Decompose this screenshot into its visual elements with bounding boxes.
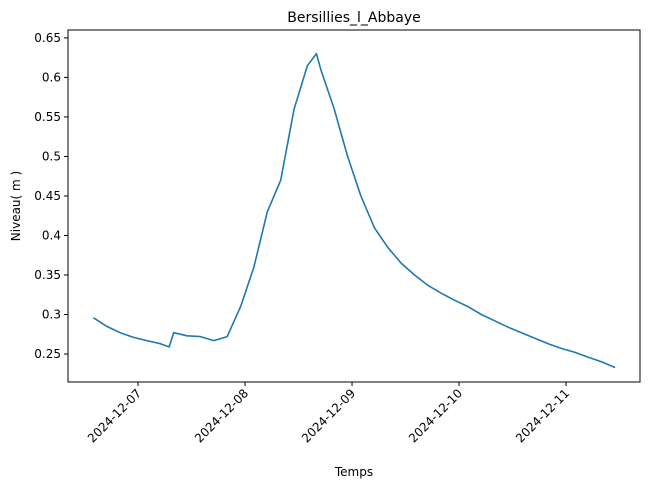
x-axis-label: Temps [334, 465, 373, 479]
plot-frame [67, 29, 641, 383]
x-tick-label: 2024-12-09 [299, 386, 358, 445]
y-tick-label: 0.65 [34, 31, 61, 45]
y-tick-label: 0.4 [42, 228, 61, 242]
y-tick-label: 0.55 [34, 110, 61, 124]
y-tick-label: 0.35 [34, 268, 61, 282]
y-tick-label: 0.6 [42, 70, 61, 84]
x-tick-label: 2024-12-07 [85, 386, 144, 445]
y-tick-label: 0.25 [34, 347, 61, 361]
y-tick-label: 0.45 [34, 189, 61, 203]
x-tick-label: 2024-12-08 [192, 386, 251, 445]
y-tick-label: 0.5 [42, 149, 61, 163]
chart-title: Bersillies_l_Abbaye [287, 10, 420, 26]
x-tick-label: 2024-12-10 [406, 386, 465, 445]
y-tick-label: 0.3 [42, 308, 61, 322]
y-axis-label: Niveau( m ) [9, 171, 23, 241]
x-tick-label: 2024-12-11 [513, 386, 572, 445]
data-line [92, 52, 616, 369]
